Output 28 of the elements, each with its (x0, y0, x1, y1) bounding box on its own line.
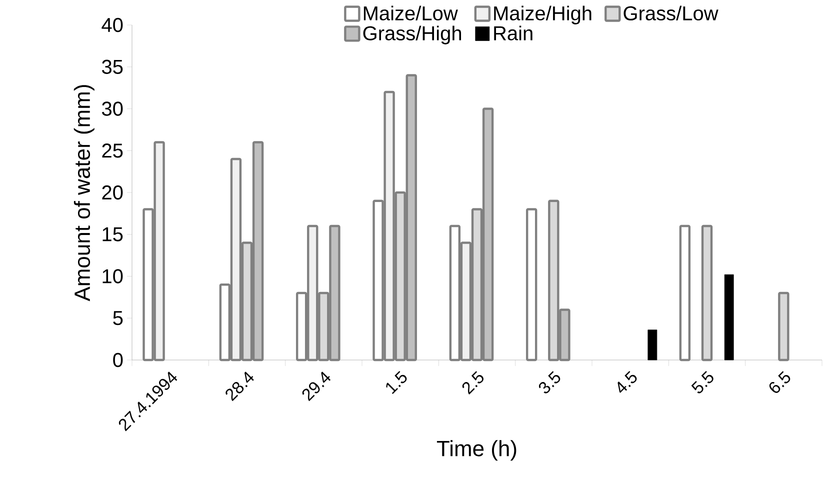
y-tick-label: 35 (102, 60, 123, 74)
x-tick-label: 1.5 (386, 370, 407, 394)
bar (526, 208, 538, 362)
legend-label: Grass/Low (624, 6, 718, 20)
legend-label: Maize/Low (364, 6, 458, 20)
y-tick-label: 20 (102, 185, 123, 200)
x-tick-label: 2.5 (462, 371, 484, 394)
y-tick-label: 15 (102, 227, 123, 242)
bar (778, 292, 790, 362)
y-axis-title: Amount of water (mm) (74, 85, 94, 302)
y-tick-label: 30 (102, 102, 123, 116)
x-tick-label: 5.5 (691, 370, 714, 394)
x-tick-label: 4.5 (618, 370, 637, 393)
bar (648, 330, 658, 360)
legend-label: Rain (494, 26, 532, 40)
y-tick-label: 0 (113, 352, 123, 368)
bar (679, 224, 691, 362)
legend-label: Grass/High (363, 26, 462, 44)
y-tick-label: 40 (102, 18, 123, 32)
legend-label: Maize/High (494, 6, 592, 24)
x-tick-label: 3.5 (538, 371, 560, 394)
x-axis-title: Time (h) (436, 440, 516, 461)
x-tick-label: 6.5 (769, 371, 790, 393)
y-tick-label: 5 (113, 311, 123, 326)
y-tick-label: 10 (102, 269, 123, 284)
bar (701, 224, 713, 362)
bar (724, 274, 734, 360)
y-tick-label: 25 (102, 144, 123, 158)
